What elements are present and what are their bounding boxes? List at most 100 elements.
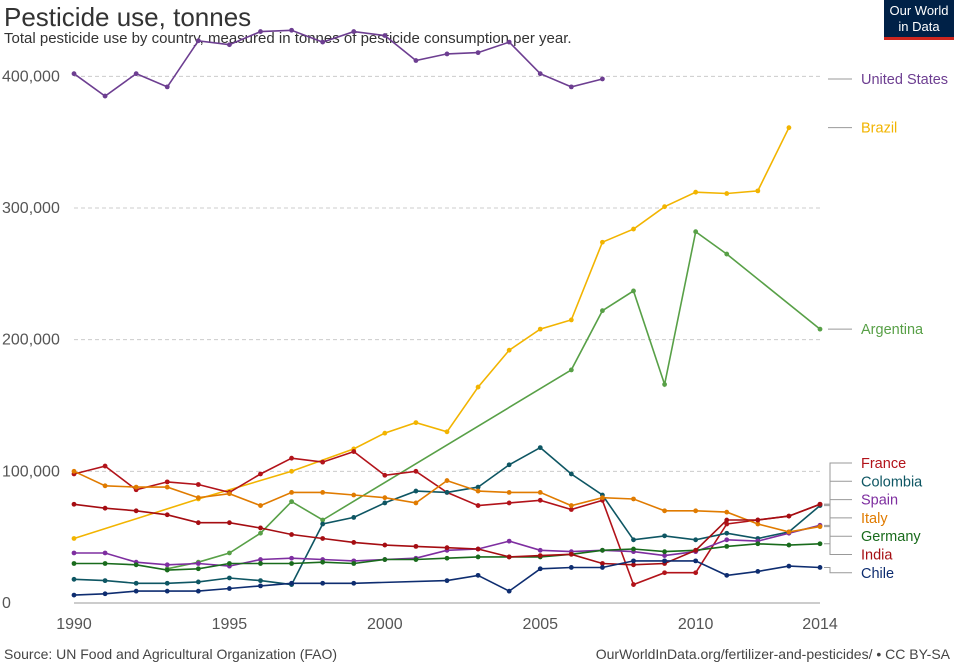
data-point[interactable] bbox=[786, 513, 792, 519]
data-point[interactable] bbox=[600, 308, 605, 314]
data-point[interactable] bbox=[258, 29, 263, 34]
data-point[interactable] bbox=[568, 471, 574, 477]
data-point[interactable] bbox=[475, 546, 481, 552]
data-point[interactable] bbox=[102, 463, 108, 469]
data-point[interactable] bbox=[693, 537, 699, 543]
data-point[interactable] bbox=[693, 189, 699, 195]
data-point[interactable] bbox=[133, 484, 139, 490]
data-point[interactable] bbox=[662, 558, 667, 564]
data-point[interactable] bbox=[351, 561, 357, 566]
data-point[interactable] bbox=[693, 508, 699, 514]
data-point[interactable] bbox=[600, 565, 605, 570]
data-point[interactable] bbox=[102, 550, 108, 556]
data-point[interactable] bbox=[537, 547, 543, 553]
data-point[interactable] bbox=[817, 541, 823, 547]
data-point[interactable] bbox=[164, 567, 170, 573]
data-point[interactable] bbox=[724, 572, 730, 578]
data-point[interactable] bbox=[258, 525, 263, 531]
data-point[interactable] bbox=[289, 455, 294, 461]
data-point[interactable] bbox=[600, 561, 605, 566]
data-point[interactable] bbox=[351, 515, 357, 520]
data-point[interactable] bbox=[133, 508, 139, 514]
data-point[interactable] bbox=[102, 591, 108, 597]
data-point[interactable] bbox=[631, 288, 636, 294]
data-point[interactable] bbox=[102, 483, 108, 489]
data-point[interactable] bbox=[195, 561, 201, 566]
data-point[interactable] bbox=[413, 543, 419, 549]
data-point[interactable] bbox=[475, 384, 481, 390]
data-point[interactable] bbox=[631, 558, 636, 564]
data-point[interactable] bbox=[506, 538, 512, 544]
data-point[interactable] bbox=[71, 468, 77, 474]
data-point[interactable] bbox=[693, 558, 699, 564]
data-point[interactable] bbox=[102, 505, 108, 511]
data-point[interactable] bbox=[506, 347, 512, 353]
data-point[interactable] bbox=[724, 537, 730, 543]
data-point[interactable] bbox=[631, 537, 636, 543]
data-point[interactable] bbox=[724, 543, 730, 549]
data-point[interactable] bbox=[382, 542, 388, 548]
series-label[interactable]: Spain bbox=[861, 493, 898, 509]
data-point[interactable] bbox=[289, 532, 294, 537]
data-point[interactable] bbox=[568, 565, 574, 570]
data-point[interactable] bbox=[382, 472, 388, 478]
data-point[interactable] bbox=[817, 524, 823, 530]
data-point[interactable] bbox=[506, 39, 512, 45]
owid-logo[interactable]: Our World in Data bbox=[884, 0, 954, 40]
data-point[interactable] bbox=[662, 382, 667, 387]
series-label[interactable]: India bbox=[861, 548, 893, 564]
data-point[interactable] bbox=[71, 550, 77, 556]
data-point[interactable] bbox=[351, 29, 357, 34]
data-point[interactable] bbox=[755, 521, 761, 527]
data-point[interactable] bbox=[71, 592, 77, 598]
source-url[interactable]: OurWorldInData.org/fertilizer-and-pestic… bbox=[595, 646, 950, 662]
data-point[interactable] bbox=[320, 580, 326, 586]
data-point[interactable] bbox=[537, 445, 543, 451]
data-point[interactable] bbox=[444, 490, 450, 495]
series-label[interactable]: Argentina bbox=[861, 322, 924, 338]
data-point[interactable] bbox=[755, 517, 761, 523]
data-point[interactable] bbox=[444, 429, 450, 435]
data-point[interactable] bbox=[133, 580, 139, 586]
data-point[interactable] bbox=[227, 561, 232, 566]
data-point[interactable] bbox=[320, 536, 326, 541]
data-point[interactable] bbox=[568, 84, 574, 90]
data-point[interactable] bbox=[164, 84, 170, 90]
data-point[interactable] bbox=[195, 38, 201, 44]
data-point[interactable] bbox=[102, 93, 108, 99]
data-point[interactable] bbox=[289, 27, 294, 33]
data-point[interactable] bbox=[351, 492, 357, 498]
series-label[interactable]: Germany bbox=[861, 529, 921, 545]
data-point[interactable] bbox=[320, 559, 326, 565]
data-point[interactable] bbox=[71, 561, 77, 566]
data-point[interactable] bbox=[289, 580, 294, 586]
data-point[interactable] bbox=[724, 530, 730, 536]
data-point[interactable] bbox=[600, 547, 605, 553]
data-point[interactable] bbox=[786, 529, 792, 535]
data-point[interactable] bbox=[258, 503, 263, 508]
data-point[interactable] bbox=[568, 507, 574, 512]
data-point[interactable] bbox=[289, 555, 294, 561]
data-point[interactable] bbox=[102, 561, 108, 566]
data-point[interactable] bbox=[227, 491, 232, 497]
data-point[interactable] bbox=[320, 517, 326, 523]
data-point[interactable] bbox=[600, 495, 605, 501]
data-point[interactable] bbox=[227, 42, 232, 48]
data-point[interactable] bbox=[444, 51, 450, 57]
series-label[interactable]: United States bbox=[861, 72, 948, 88]
data-point[interactable] bbox=[662, 570, 667, 576]
data-point[interactable] bbox=[258, 530, 263, 536]
data-point[interactable] bbox=[662, 204, 667, 210]
data-point[interactable] bbox=[227, 550, 232, 556]
data-point[interactable] bbox=[195, 566, 201, 572]
data-point[interactable] bbox=[413, 420, 419, 426]
data-point[interactable] bbox=[320, 459, 326, 465]
data-point[interactable] bbox=[382, 430, 388, 436]
data-point[interactable] bbox=[71, 536, 77, 541]
data-point[interactable] bbox=[258, 471, 263, 477]
data-point[interactable] bbox=[475, 488, 481, 494]
series-label[interactable]: Chile bbox=[861, 566, 894, 582]
data-point[interactable] bbox=[164, 580, 170, 586]
data-point[interactable] bbox=[537, 553, 543, 558]
data-point[interactable] bbox=[258, 561, 263, 566]
